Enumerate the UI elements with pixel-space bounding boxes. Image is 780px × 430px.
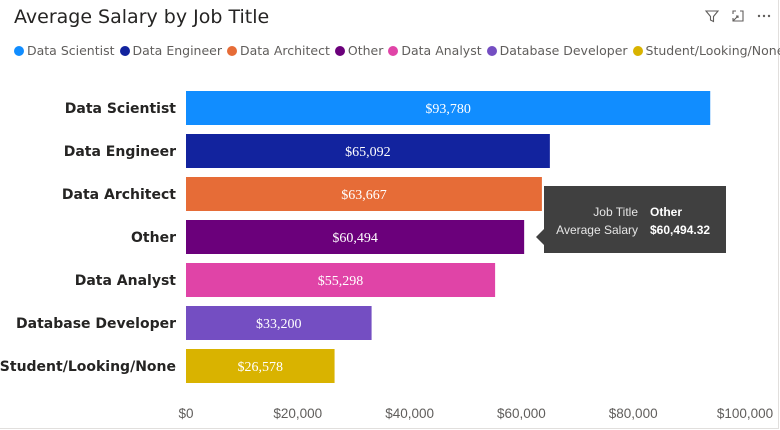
data-label: $65,092	[345, 145, 391, 160]
focus-mode-icon[interactable]	[730, 8, 746, 24]
bar[interactable]	[186, 306, 372, 340]
bar[interactable]	[186, 263, 496, 297]
data-label: $55,298	[318, 274, 364, 289]
legend-item[interactable]: Data Analyst	[388, 43, 482, 58]
legend-item[interactable]: Database Developer	[486, 43, 628, 58]
category-label: Data Architect	[62, 187, 176, 203]
category-label: Data Engineer	[64, 144, 176, 160]
legend-label: Data Engineer	[132, 43, 223, 58]
legend-marker	[632, 45, 643, 56]
tooltip-value: $60,494.32	[650, 223, 711, 237]
bar[interactable]	[186, 220, 525, 254]
category-label: Student/Looking/None	[0, 359, 176, 375]
legend-marker	[486, 45, 497, 56]
more-options-icon[interactable]	[756, 8, 772, 24]
legend-label: Database Developer	[499, 43, 628, 58]
filter-icon[interactable]	[704, 8, 720, 24]
tooltip-row-job-title: Job Title Other	[544, 205, 726, 219]
legend-item[interactable]: Data Scientist	[14, 43, 115, 58]
x-tick-label: $0	[178, 406, 193, 421]
legend-marker	[227, 45, 237, 56]
tooltip-value: Other	[650, 205, 683, 219]
category-label: Other	[131, 230, 176, 246]
tooltip: Job Title Other Average Salary $60,494.3…	[544, 186, 726, 253]
legend-label: Data Scientist	[27, 43, 115, 58]
category-label: Data Analyst	[75, 273, 177, 289]
category-label: Data Scientist	[65, 101, 177, 117]
tooltip-label: Average Salary	[556, 223, 638, 237]
bar[interactable]	[186, 177, 542, 211]
data-label: $33,200	[256, 317, 302, 332]
bar[interactable]	[186, 91, 711, 125]
chart-legend: Data Scientist Data Engineer Data Architec…	[14, 43, 780, 58]
visual-header-icons	[704, 8, 772, 24]
legend-label: Student/Looking/None	[645, 43, 780, 58]
tooltip-pointer	[536, 229, 544, 245]
tooltip-row-average-salary: Average Salary $60,494.32	[544, 223, 726, 237]
x-tick-label: $80,000	[609, 406, 658, 421]
x-tick-label: $60,000	[497, 406, 546, 421]
chart-title: Average Salary by Job Title	[14, 6, 270, 28]
category-label: Database Developer	[16, 316, 176, 332]
data-label: $26,578	[238, 360, 284, 375]
bar[interactable]	[186, 134, 550, 168]
x-tick-label: $100,000	[717, 406, 773, 421]
data-label: $63,667	[341, 188, 387, 203]
data-label: $60,494	[332, 231, 378, 246]
legend-label: Data Architect	[240, 43, 330, 58]
legend-item[interactable]: Data Engineer	[119, 43, 223, 58]
x-tick-label: $20,000	[273, 406, 322, 421]
legend-marker	[334, 45, 345, 56]
legend-item[interactable]: Data Architect	[227, 43, 330, 58]
legend-marker	[119, 45, 130, 56]
x-tick-label: $40,000	[385, 406, 434, 421]
legend-label: Other	[347, 43, 384, 58]
data-label: $93,780	[425, 102, 471, 117]
legend-marker	[388, 45, 399, 56]
tooltip-label: Job Title	[593, 205, 638, 219]
legend-marker	[14, 45, 24, 56]
bar[interactable]	[186, 349, 335, 383]
legend-item[interactable]: Student/Looking/None	[632, 43, 780, 58]
legend-label: Data Analyst	[401, 43, 482, 58]
legend-item[interactable]: Other	[334, 43, 384, 58]
